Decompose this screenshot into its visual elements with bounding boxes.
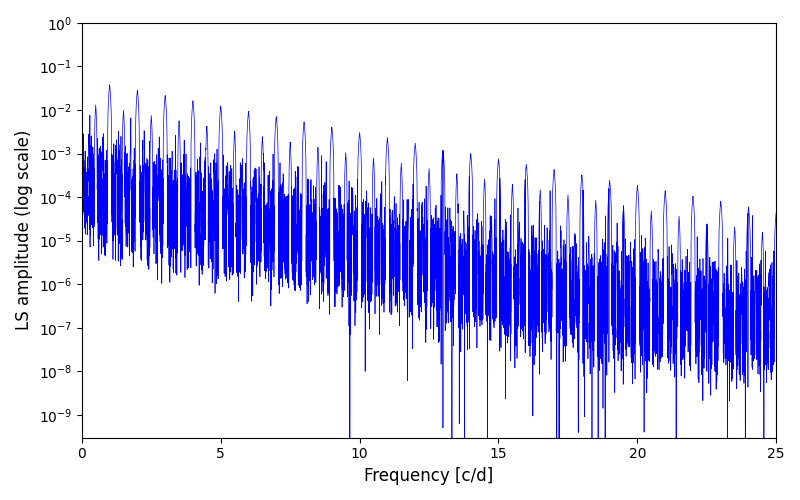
Y-axis label: LS amplitude (log scale): LS amplitude (log scale) xyxy=(15,130,33,330)
X-axis label: Frequency [c/d]: Frequency [c/d] xyxy=(364,467,494,485)
